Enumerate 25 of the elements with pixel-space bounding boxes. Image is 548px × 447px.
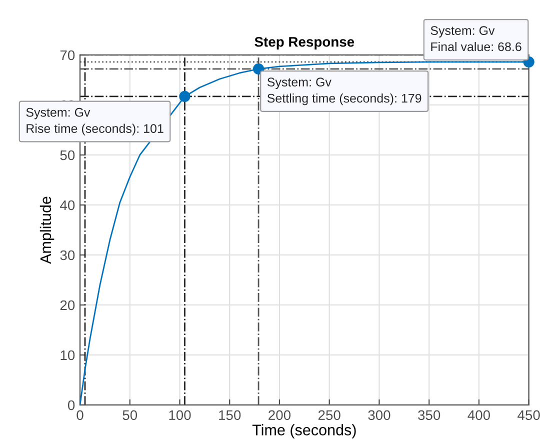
- chart-title: Step Response: [254, 36, 354, 50]
- y-tick-label: 70: [60, 50, 75, 60]
- x-tick-label: 400: [468, 410, 490, 420]
- x-tick-label: 100: [169, 410, 191, 420]
- x-tick-label: 450: [518, 410, 540, 420]
- y-axis-title: Amplitude: [40, 196, 54, 264]
- x-axis-title: Time (seconds): [252, 424, 356, 438]
- x-tick-label: 200: [268, 410, 291, 420]
- annotation: System: Gv Rise time (seconds): 101: [26, 108, 164, 136]
- y-tick-label: 10: [60, 350, 75, 360]
- x-tick-label: 350: [418, 410, 440, 420]
- annotation: System: Gv Final value: 68.6: [430, 26, 522, 52]
- y-tick-label: 20: [60, 300, 75, 310]
- x-tick-label: 0: [76, 410, 84, 420]
- y-tick-label: 50: [60, 150, 75, 160]
- y-tick-label: 30: [60, 250, 75, 260]
- x-tick-label: 250: [318, 410, 340, 420]
- point: [179, 90, 190, 102]
- x-tick-label: 150: [219, 410, 241, 420]
- x-tick-label: 300: [368, 410, 390, 420]
- y-tick-label: 0: [68, 400, 75, 410]
- x-tick-label: 50: [122, 410, 138, 420]
- annotation: System: Gv Settling time (seconds): 179: [267, 78, 422, 106]
- point: [252, 63, 264, 75]
- y-tick-label: 40: [60, 200, 75, 210]
